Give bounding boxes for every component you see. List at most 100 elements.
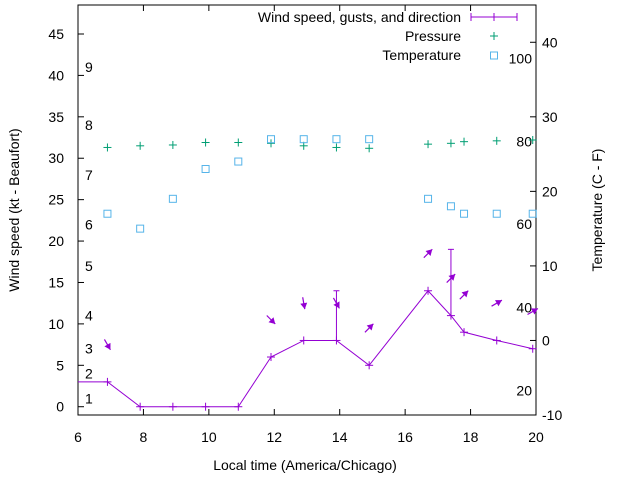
- legend-label-pressure: Pressure: [405, 28, 461, 44]
- fahrenheit-tick-label: 100: [509, 51, 533, 67]
- wind-arrow-head: [530, 308, 538, 315]
- wind-arrow-head: [494, 300, 502, 307]
- temperature-point: [234, 157, 243, 166]
- pressure-point: [267, 139, 276, 148]
- pressure-point: [528, 136, 537, 145]
- y-left-tick-label: 45: [48, 26, 64, 42]
- y-left-tick-label: 0: [56, 399, 64, 415]
- y-left-tick-label: 25: [48, 192, 64, 208]
- temperature-point: [460, 209, 469, 218]
- temperature-point: [446, 202, 455, 211]
- y-right-tick-label: -10: [542, 407, 562, 423]
- pressure-point: [201, 138, 210, 147]
- temperature-point: [332, 135, 341, 144]
- y-left-tick-label: 40: [48, 67, 64, 83]
- temperature-point: [528, 209, 537, 218]
- pressure-point: [365, 144, 374, 153]
- y-right-tick-label: 40: [542, 34, 558, 50]
- beaufort-tick-label: 5: [85, 258, 93, 274]
- y-axis-label-left: Wind speed (kt - Beaufort): [6, 128, 22, 291]
- x-tick-label: 6: [74, 429, 82, 445]
- wind-arrow-head: [366, 323, 374, 331]
- wind-arrow-head: [104, 342, 111, 350]
- wind-arrow-head: [461, 290, 469, 298]
- axes-layer: 6 8 10 12 14 16 18 20051015202530354045-1001020…: [48, 5, 562, 445]
- wind-direction-arrow: [491, 299, 503, 307]
- y-left-tick-label: 15: [48, 274, 64, 290]
- temperature-point: [267, 135, 276, 144]
- wind-direction-arrow: [527, 307, 539, 315]
- wind-arrow-head: [268, 317, 276, 324]
- pressure-point: [424, 140, 433, 149]
- wind-point: [492, 336, 501, 345]
- x-tick-label: 18: [463, 429, 479, 445]
- y-axis-label-right: Temperature (C - F): [589, 149, 605, 272]
- wind-direction-arrow: [266, 315, 276, 325]
- y-left-tick-label: 30: [48, 150, 64, 166]
- wind-direction-arrow: [446, 273, 456, 284]
- beaufort-tick-label: 7: [85, 167, 93, 183]
- legend-label-temperature: Temperature: [382, 47, 461, 63]
- pressure-point: [103, 143, 112, 152]
- y-right-tick-label: 20: [542, 183, 558, 199]
- beaufort-tick-label: 4: [85, 308, 93, 324]
- series-layer: [78, 135, 539, 411]
- beaufort-tick-label: 1: [85, 390, 93, 406]
- wind-arrow-head: [333, 301, 340, 309]
- wind-speed-line: [78, 289, 533, 408]
- wind-arrow-head: [425, 249, 433, 256]
- pressure-point: [168, 140, 177, 149]
- temperature-point: [168, 194, 177, 203]
- beaufort-tick-label: 9: [85, 59, 93, 75]
- wind-point: [528, 344, 537, 353]
- wind-point: [460, 328, 469, 337]
- temperature-point: [365, 135, 374, 144]
- wind-direction-arrow: [103, 339, 111, 351]
- temperature-point: [424, 194, 433, 203]
- wind-direction-arrow: [364, 323, 374, 333]
- wind-point: [299, 336, 308, 345]
- x-tick-label: 14: [332, 429, 348, 445]
- pressure-point: [492, 136, 501, 145]
- wind-direction-arrow: [459, 290, 469, 300]
- wind-point: [103, 377, 112, 386]
- wind-arrow-head: [448, 274, 456, 281]
- wind-point: [234, 402, 243, 411]
- beaufort-tick-label: 6: [85, 216, 93, 232]
- pressure-point: [446, 139, 455, 148]
- temperature-point: [103, 209, 112, 218]
- pressure-point: [234, 138, 243, 147]
- beaufort-tick-label: 3: [85, 341, 93, 357]
- fahrenheit-tick-label: 40: [516, 300, 532, 316]
- wind-direction-arrow: [332, 297, 340, 309]
- y-left-tick-label: 20: [48, 233, 64, 249]
- wind-point: [424, 286, 433, 295]
- legend-sample-temperature: [490, 51, 498, 60]
- wind-direction-arrow: [300, 297, 308, 310]
- temperature-point: [136, 224, 145, 233]
- wind-point: [201, 402, 210, 411]
- y-right-tick-label: 10: [542, 258, 558, 274]
- x-axis-label: Local time (America/Chicago): [213, 457, 397, 473]
- y-left-tick-label: 10: [48, 316, 64, 332]
- wind-point: [168, 402, 177, 411]
- pressure-point: [460, 137, 469, 146]
- temperature-point: [492, 209, 501, 218]
- temperature-point: [201, 165, 210, 173]
- beaufort-tick-label: 8: [85, 117, 93, 133]
- fahrenheit-tick-label: 20: [516, 382, 532, 398]
- temperature-point: [299, 135, 308, 144]
- fahrenheit-tick-label: 80: [516, 133, 532, 149]
- legend-label-wind: Wind speed, gusts, and direction: [258, 9, 461, 25]
- wind-arrow-head: [300, 302, 308, 310]
- y-left-tick-label: 35: [48, 109, 64, 125]
- x-tick-label: 12: [266, 429, 282, 445]
- legend-sample-wind-point: [490, 13, 498, 21]
- x-tick-label: 10: [201, 429, 217, 445]
- legend: Wind speed, gusts, and direction Pressur…: [258, 9, 518, 63]
- wind-point: [365, 361, 374, 370]
- pressure-point: [136, 141, 145, 150]
- pressure-point: [332, 143, 341, 152]
- x-tick-label: 16: [397, 429, 413, 445]
